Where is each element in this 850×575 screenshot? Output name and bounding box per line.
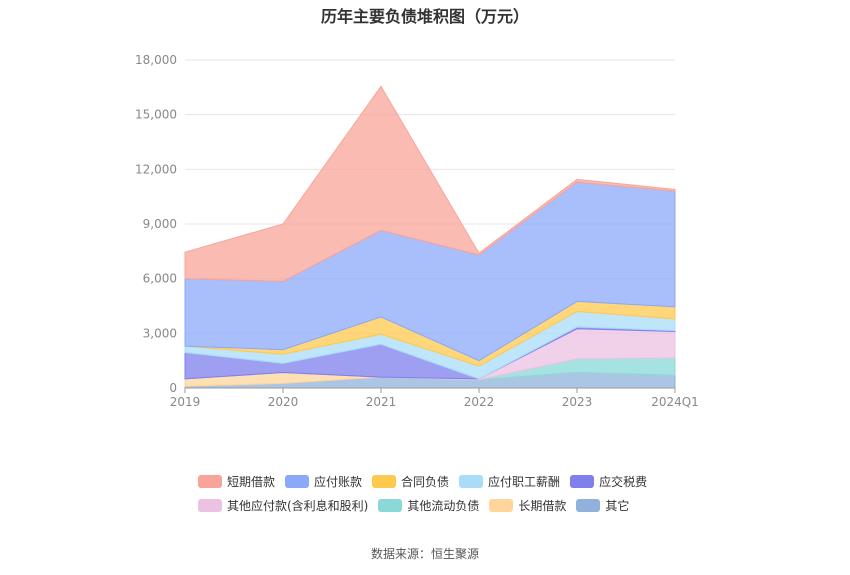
legend-item[interactable]: 其他应付款(含利息和股利)	[198, 497, 368, 514]
y-tick-label: 15,000	[135, 108, 177, 122]
legend-label: 其他流动负债	[407, 498, 480, 513]
axes: 0 3,000 6,000 9,000 12,000 15,000 18,000 2019 20…	[135, 53, 699, 409]
legend-label: 短期借款	[227, 474, 276, 489]
y-tick-label: 9,000	[143, 217, 177, 231]
area-series-短期借款	[184, 85, 676, 282]
y-tick-label: 0	[169, 381, 177, 395]
legend-swatch	[378, 498, 403, 512]
y-tick-label: 6,000	[143, 272, 177, 286]
x-tick-label: 2019	[170, 395, 201, 409]
legend-label: 其它	[605, 498, 630, 513]
chart-title: 历年主要负债堆积图（万元）	[320, 7, 529, 26]
legend-item[interactable]: 应付账款	[285, 473, 362, 490]
legend-row-2: 其他应付款(含利息和股利) 其他流动负债 长期借款 其它	[198, 496, 639, 514]
legend-item[interactable]: 应交税费	[570, 473, 647, 490]
legend-item[interactable]: 短期借款	[198, 473, 275, 490]
legend-swatch	[372, 474, 397, 488]
legend-label: 应付账款	[314, 474, 363, 489]
legend-label: 长期借款	[518, 498, 567, 513]
legend-swatch	[459, 474, 484, 488]
legend-item[interactable]: 应付职工薪酬	[459, 473, 560, 490]
x-tick-label: 2020	[268, 395, 299, 409]
data-source: 数据来源：恒生聚源	[370, 547, 479, 561]
legend-item[interactable]: 长期借款	[489, 497, 566, 514]
legend-row-1: 短期借款 应付账款 合同负债 应付职工薪酬 应交税费	[198, 472, 657, 490]
legend-label: 应交税费	[599, 474, 648, 489]
y-tick-label: 3,000	[143, 326, 177, 340]
legend-label: 合同负债	[401, 474, 450, 489]
legend-item[interactable]: 合同负债	[372, 473, 449, 490]
y-tick-label: 18,000	[135, 53, 177, 67]
area-series	[184, 85, 676, 389]
x-tick-label: 2023	[562, 395, 593, 409]
legend-item[interactable]: 其他流动负债	[378, 497, 479, 514]
legend-swatch	[198, 498, 222, 512]
x-tick-label: 2024Q1	[651, 395, 699, 409]
legend-swatch	[570, 474, 595, 488]
legend-swatch	[198, 474, 222, 488]
legend-swatch	[576, 498, 601, 512]
legend-item[interactable]: 其它	[576, 497, 629, 514]
y-tick-label: 12,000	[135, 162, 177, 176]
legend-swatch	[489, 498, 514, 512]
legend-label: 其他应付款(含利息和股利)	[227, 498, 369, 513]
legend-swatch	[285, 474, 310, 488]
legend-label: 应付职工薪酬	[488, 474, 561, 489]
x-tick-label: 2022	[464, 395, 495, 409]
x-tick-label: 2021	[366, 395, 397, 409]
